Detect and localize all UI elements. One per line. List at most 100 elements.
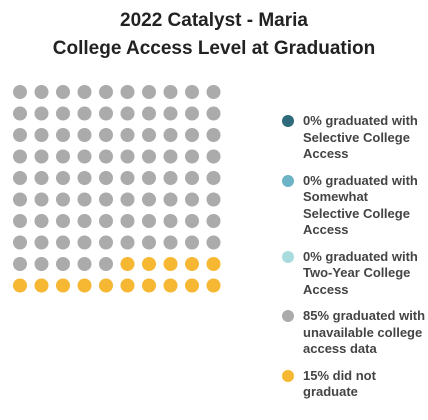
waffle-dot (206, 128, 221, 142)
chart-subtitle: College Access Level at Graduation (52, 38, 376, 59)
waffle-dot (185, 128, 199, 142)
legend-item: 0% graduated with Selective College Acce… (280, 113, 426, 163)
waffle-dot (142, 278, 156, 293)
waffle-dot (56, 85, 70, 99)
legend-swatch (282, 250, 294, 263)
waffle-dot (185, 278, 199, 293)
waffle-dot (99, 106, 113, 121)
waffle-dot (56, 171, 70, 185)
waffle-dot (142, 171, 156, 185)
waffle-dot (185, 149, 199, 164)
waffle-dot (120, 192, 135, 207)
waffle-dot (34, 106, 49, 121)
legend-swatch (282, 115, 294, 127)
waffle-dot (163, 214, 178, 228)
waffle-dot (206, 235, 221, 250)
waffle-dot (77, 214, 92, 228)
legend-label: 85% graduated with unavailable college a… (303, 308, 426, 356)
waffle-dot (206, 85, 221, 99)
waffle-dot (34, 128, 49, 142)
waffle-dot (120, 149, 135, 164)
waffle-dot (206, 257, 221, 271)
waffle-dot (77, 257, 92, 271)
waffle-dot (13, 235, 27, 250)
legend-item: 85% graduated with unavailable college a… (280, 308, 426, 358)
legend-label: 0% graduated with Selective College Acce… (303, 113, 418, 161)
waffle-dot (163, 257, 178, 271)
waffle-dot (142, 85, 156, 99)
waffle-dot (163, 85, 178, 99)
legend-label: 0% graduated with Two-Year College Acces… (303, 248, 418, 297)
waffle-dot (77, 128, 92, 142)
waffle-dot (142, 192, 156, 207)
waffle-dot (99, 278, 113, 293)
legend-item: 15% did not graduate (280, 368, 426, 401)
waffle-dot (99, 85, 113, 99)
waffle-dot (185, 214, 199, 228)
waffle-dot (206, 106, 221, 121)
waffle-dot (99, 257, 113, 271)
waffle-dot (13, 85, 27, 99)
waffle-dot (13, 128, 27, 142)
waffle-dot (185, 85, 199, 99)
waffle-dot (206, 171, 221, 185)
waffle-dot (99, 149, 113, 164)
legend: 0% graduated with Selective College Acce… (280, 113, 426, 411)
waffle-dot (206, 278, 221, 293)
waffle-dot (34, 171, 49, 185)
waffle-dot (99, 128, 113, 142)
waffle-dot (163, 106, 178, 121)
waffle-dot (13, 171, 27, 185)
waffle-dot (120, 235, 135, 250)
waffle-dot (77, 192, 92, 207)
waffle-dot (77, 171, 92, 185)
waffle-dot (99, 235, 113, 250)
waffle-dot (120, 128, 135, 142)
waffle-dot (99, 171, 113, 185)
waffle-dot (34, 235, 49, 250)
chart-title: 2022 Catalyst - Maria (120, 10, 308, 31)
waffle-dot (120, 85, 135, 99)
waffle-dot (56, 214, 70, 228)
legend-swatch (282, 310, 294, 322)
legend-swatch (282, 369, 294, 382)
waffle-dot (185, 106, 199, 121)
waffle-dot (56, 257, 70, 271)
waffle-dot (77, 85, 92, 99)
waffle-dot (34, 149, 49, 164)
waffle-dot (163, 171, 178, 185)
legend-swatch (282, 174, 294, 187)
waffle-dot (34, 278, 49, 293)
waffle-dot (120, 278, 135, 293)
waffle-dot (99, 214, 113, 228)
waffle-dot (34, 214, 49, 228)
waffle-dot (120, 257, 135, 271)
waffle-dot (185, 235, 199, 250)
waffle-dot (34, 257, 49, 271)
waffle-dot (185, 171, 199, 185)
waffle-dot (206, 214, 221, 228)
waffle-dot (142, 149, 156, 164)
waffle-dot (13, 278, 27, 293)
waffle-dot (206, 149, 221, 164)
waffle-dot (163, 149, 178, 164)
waffle-dot (120, 106, 135, 121)
waffle-dot (142, 214, 156, 228)
waffle-dot (56, 278, 70, 293)
waffle-dot (77, 106, 92, 121)
legend-item: 0% graduated with Somewhat Selective Col… (280, 173, 426, 239)
waffle-dot (56, 128, 70, 142)
waffle-dot (142, 257, 156, 271)
waffle-dot (77, 278, 92, 293)
waffle-dot (13, 214, 27, 228)
waffle-dot (13, 257, 27, 271)
waffle-dot (56, 106, 70, 121)
waffle-dot (34, 85, 49, 99)
waffle-dot (34, 192, 49, 207)
waffle-dot (56, 149, 70, 164)
waffle-dot (120, 171, 135, 185)
waffle-dot (120, 214, 135, 228)
waffle-dot (99, 192, 113, 207)
waffle-dot (163, 235, 178, 250)
